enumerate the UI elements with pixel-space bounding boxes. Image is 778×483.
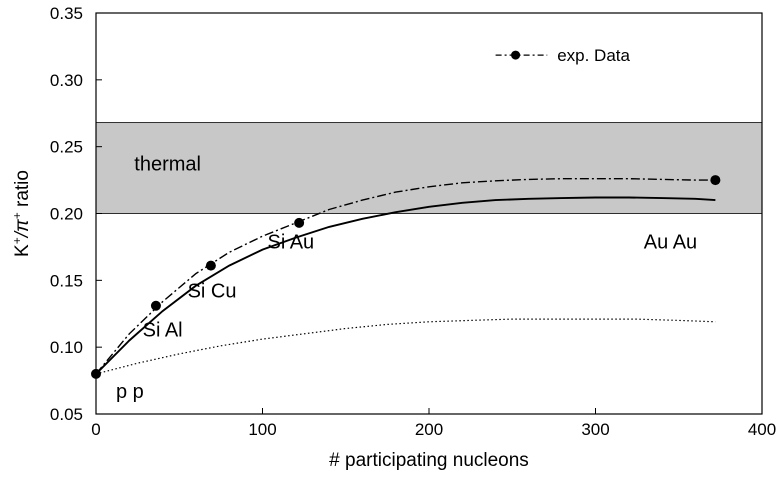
x-tick-label: 0 (91, 420, 100, 439)
legend-label: exp. Data (557, 46, 630, 65)
y-axis-title-tail: ratio (12, 170, 33, 212)
x-tick-label: 300 (581, 420, 609, 439)
y-tick-label: 0.05 (50, 405, 83, 424)
data-point (294, 217, 305, 228)
y-axis-title-sup2: + (10, 212, 24, 219)
y-axis-title-sup1: + (10, 237, 24, 244)
x-tick-label: 100 (248, 420, 276, 439)
collision-label: Si Au (267, 231, 314, 253)
y-axis-title: K+/π+ ratio (10, 170, 33, 257)
y-tick-label: 0.30 (50, 71, 83, 90)
x-tick-label: 200 (415, 420, 443, 439)
y-axis-title-mid: /π (12, 218, 33, 239)
data-point (150, 300, 161, 311)
series-line-dash-dot (95, 178, 716, 375)
data-point (710, 175, 721, 186)
y-axis-title-k: K (12, 244, 33, 257)
band-label: thermal (134, 154, 201, 176)
y-tick-label: 0.20 (50, 205, 83, 224)
series-line-solid (95, 196, 716, 375)
data-point (205, 260, 216, 271)
y-tick-label: 0.15 (50, 271, 83, 290)
series-line-dotted (95, 318, 716, 375)
y-tick-label: 0.10 (50, 338, 83, 357)
collision-label: Au Au (644, 231, 697, 253)
collision-label: Si Cu (188, 281, 237, 303)
collision-label: Si Al (143, 319, 183, 341)
x-axis-title: # participating nucleons (329, 450, 529, 471)
data-point (91, 368, 101, 379)
y-tick-label: 0.25 (50, 138, 83, 157)
y-tick-label: 0.35 (50, 4, 83, 23)
legend-marker (511, 50, 521, 60)
x-tick-label: 400 (748, 420, 776, 439)
collision-label: p p (116, 381, 144, 403)
